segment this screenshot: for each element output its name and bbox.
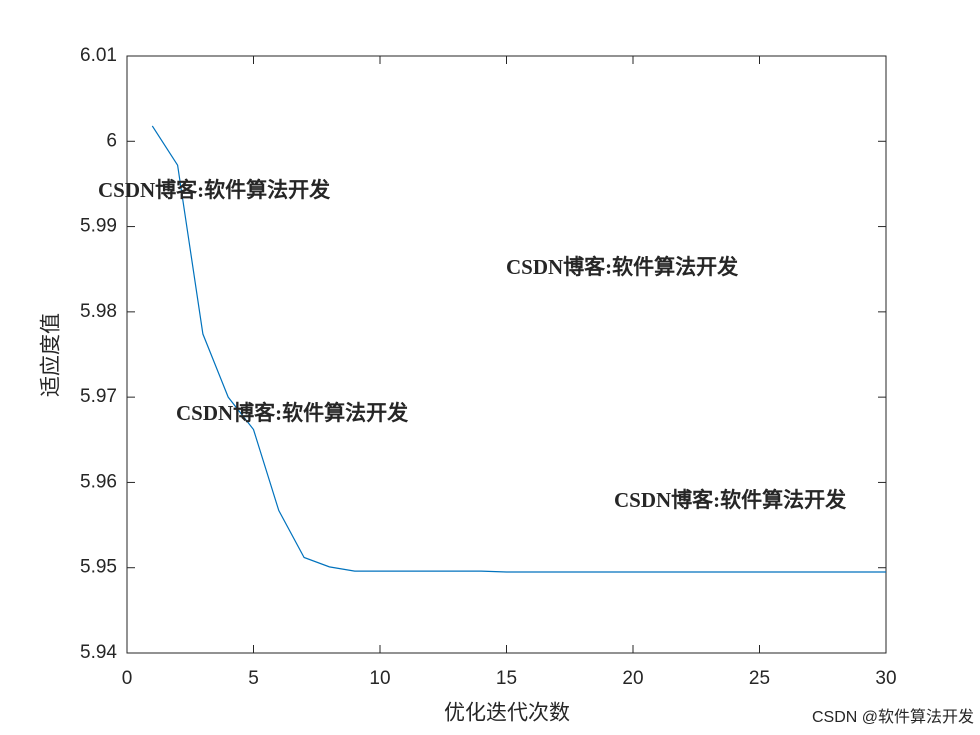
watermark: CSDN博客:软件算法开发 bbox=[506, 255, 739, 279]
watermark: CSDN博客:软件算法开发 bbox=[614, 488, 847, 512]
y-tick-label: 5.97 bbox=[80, 386, 117, 407]
data-line bbox=[151, 125, 886, 573]
watermark: CSDN博客:软件算法开发 bbox=[176, 401, 409, 425]
y-tick-label: 5.95 bbox=[80, 557, 117, 578]
y-tick-label: 6.01 bbox=[80, 45, 117, 66]
x-tick-label: 30 bbox=[875, 668, 896, 689]
x-tick-label: 25 bbox=[749, 668, 770, 689]
x-tick-label: 15 bbox=[496, 668, 517, 689]
y-tick-label: 5.96 bbox=[80, 471, 117, 492]
y-axis-label: 适应度值 bbox=[40, 313, 63, 397]
x-tick-label: 10 bbox=[369, 668, 390, 689]
plot-frame bbox=[126, 55, 887, 654]
y-tick-label: 5.98 bbox=[80, 301, 117, 322]
x-tick-label: 5 bbox=[248, 668, 259, 689]
x-tick-label: 0 bbox=[122, 668, 133, 689]
watermark: CSDN @软件算法开发 bbox=[812, 707, 974, 726]
watermark: CSDN博客:软件算法开发 bbox=[98, 178, 331, 202]
x-tick-label: 20 bbox=[622, 668, 643, 689]
y-tick-label: 6 bbox=[106, 130, 117, 151]
x-axis-label: 优化迭代次数 bbox=[444, 702, 570, 725]
y-tick-label: 5.94 bbox=[80, 642, 117, 663]
y-tick-label: 5.99 bbox=[80, 216, 117, 237]
